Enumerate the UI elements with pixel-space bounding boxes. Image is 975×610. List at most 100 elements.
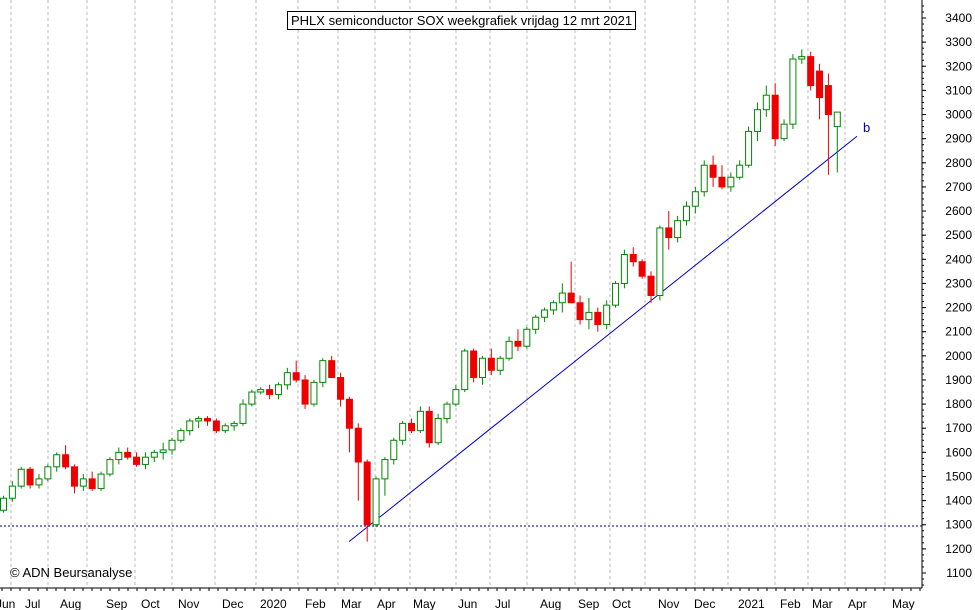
candle-body bbox=[638, 261, 646, 277]
candle-body bbox=[274, 384, 282, 395]
candle-up bbox=[762, 85, 770, 117]
candle-body bbox=[425, 410, 433, 444]
candle-up bbox=[177, 428, 185, 443]
candle-body bbox=[647, 275, 655, 296]
candle-body bbox=[762, 94, 770, 111]
trendline-label: b bbox=[863, 120, 870, 135]
candle-down bbox=[266, 384, 274, 400]
candle-body bbox=[709, 164, 717, 178]
y-tick-label: 3100 bbox=[945, 83, 972, 97]
y-tick-label: 2900 bbox=[945, 132, 972, 146]
candle-body bbox=[665, 227, 673, 239]
x-tick-label: Jun bbox=[0, 597, 15, 610]
candle-up bbox=[532, 314, 540, 335]
candle-body bbox=[266, 389, 274, 395]
y-tick-label: 2200 bbox=[945, 301, 972, 315]
x-tick-label: Aug bbox=[540, 597, 561, 610]
candle-body bbox=[700, 164, 708, 193]
candles-group bbox=[0, 49, 841, 542]
trendline-group: b bbox=[348, 120, 870, 543]
y-tick-label: 3300 bbox=[945, 35, 972, 49]
candle-body bbox=[416, 410, 424, 432]
candle-body bbox=[177, 430, 185, 441]
candle-body bbox=[310, 381, 318, 405]
y-tick-label: 2500 bbox=[945, 228, 972, 242]
x-tick-label: Feb bbox=[305, 597, 326, 610]
candle-down bbox=[124, 447, 132, 460]
candle-body bbox=[53, 454, 61, 468]
x-tick-label: Dec bbox=[694, 597, 715, 610]
candle-body bbox=[106, 459, 114, 475]
candle-up bbox=[239, 399, 247, 426]
candle-body bbox=[0, 497, 7, 511]
candle-up bbox=[700, 160, 708, 197]
candle-body bbox=[594, 311, 602, 325]
candle-body bbox=[549, 302, 557, 311]
candle-up bbox=[789, 54, 797, 129]
candle-body bbox=[833, 111, 841, 128]
x-tick-label: Sep bbox=[578, 597, 600, 610]
candle-up bbox=[674, 215, 682, 243]
candle-up bbox=[549, 300, 557, 315]
candle-body bbox=[301, 379, 309, 405]
candle-body bbox=[363, 461, 371, 526]
y-tick-label: 1600 bbox=[945, 445, 972, 459]
candle-body bbox=[62, 454, 70, 468]
x-tick-label: Jul bbox=[25, 597, 40, 610]
candle-up bbox=[496, 355, 504, 376]
candle-up bbox=[478, 355, 486, 385]
candle-body bbox=[168, 439, 176, 451]
candle-down bbox=[771, 83, 779, 146]
candle-up bbox=[35, 474, 43, 489]
candle-up bbox=[44, 464, 52, 482]
candle-up bbox=[150, 449, 158, 462]
candle-body bbox=[345, 398, 353, 429]
candle-down bbox=[204, 416, 212, 426]
candle-down bbox=[807, 51, 815, 91]
axes bbox=[0, 0, 926, 591]
candle-up bbox=[620, 249, 628, 289]
y-tick-label: 1900 bbox=[945, 373, 972, 387]
candle-body bbox=[789, 58, 797, 125]
candle-body bbox=[292, 372, 300, 381]
candle-body bbox=[514, 340, 522, 347]
candle-body bbox=[736, 164, 744, 178]
candle-down bbox=[301, 375, 309, 409]
candle-up bbox=[399, 420, 407, 446]
candle-up bbox=[390, 437, 398, 465]
candle-body bbox=[558, 292, 566, 304]
y-tick-label: 2400 bbox=[945, 252, 972, 266]
candle-down bbox=[567, 261, 575, 304]
candle-body bbox=[141, 456, 149, 465]
candle-body bbox=[8, 485, 16, 499]
candle-up bbox=[745, 126, 753, 168]
candle-up bbox=[691, 186, 699, 214]
candle-up bbox=[141, 452, 149, 470]
y-tick-label: 2000 bbox=[945, 349, 972, 363]
candle-body bbox=[195, 418, 203, 422]
y-tick-label: 2100 bbox=[945, 325, 972, 339]
y-tick-label: 2700 bbox=[945, 180, 972, 194]
candle-up bbox=[780, 119, 788, 142]
candle-up bbox=[79, 474, 87, 491]
candle-up bbox=[230, 420, 238, 431]
candle-down bbox=[470, 348, 478, 383]
y-tick-labels: 1100 1200 1300 1400 1500 1600 1700 1800 1900 2000… bbox=[945, 11, 972, 580]
candle-up bbox=[8, 481, 16, 502]
x-tick-label: May bbox=[413, 597, 436, 610]
candle-body bbox=[567, 292, 575, 304]
candle-body bbox=[532, 316, 540, 330]
x-tick-label: 2020 bbox=[260, 597, 287, 610]
candle-body bbox=[656, 227, 664, 296]
candle-body bbox=[780, 123, 788, 140]
candle-body bbox=[408, 422, 416, 432]
candle-body bbox=[682, 205, 690, 222]
candle-body bbox=[221, 425, 229, 432]
candle-body bbox=[798, 56, 806, 60]
candle-down bbox=[328, 355, 336, 379]
candle-body bbox=[771, 94, 779, 140]
candle-body bbox=[434, 418, 442, 444]
candle-body bbox=[239, 403, 247, 424]
candle-body bbox=[79, 478, 87, 487]
x-tick-label: Oct bbox=[612, 597, 631, 610]
